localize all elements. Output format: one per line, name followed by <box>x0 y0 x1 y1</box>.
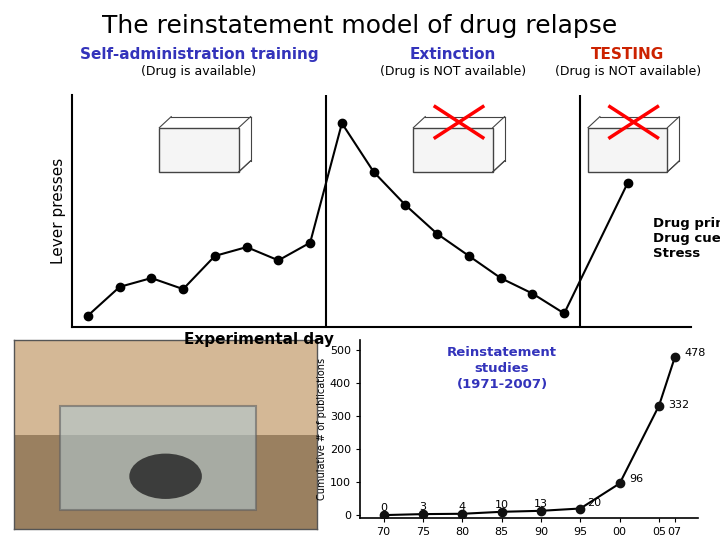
Text: 10: 10 <box>495 500 508 510</box>
Text: 3: 3 <box>420 502 426 512</box>
Y-axis label: Lever presses: Lever presses <box>51 158 66 264</box>
Text: 20: 20 <box>587 498 600 508</box>
Text: Extinction: Extinction <box>410 47 496 62</box>
Circle shape <box>130 454 202 499</box>
Text: Experimental day: Experimental day <box>184 332 334 347</box>
Y-axis label: Cumulative # of publications: Cumulative # of publications <box>317 358 327 501</box>
Bar <box>14 435 317 529</box>
Bar <box>159 127 239 172</box>
Bar <box>14 340 317 435</box>
Text: (Drug is available): (Drug is available) <box>141 65 256 78</box>
Text: The reinstatement model of drug relapse: The reinstatement model of drug relapse <box>102 14 618 37</box>
Text: TESTING: TESTING <box>591 47 665 62</box>
Bar <box>588 127 667 172</box>
Text: Drug priming
Drug cues
Stress: Drug priming Drug cues Stress <box>653 217 720 260</box>
Text: (Drug is NOT available): (Drug is NOT available) <box>380 65 526 78</box>
Text: 96: 96 <box>629 474 643 484</box>
Bar <box>60 406 256 510</box>
Text: Reinstatement
studies
(1971-2007): Reinstatement studies (1971-2007) <box>447 346 557 390</box>
Bar <box>413 127 492 172</box>
Text: 478: 478 <box>684 348 706 357</box>
Text: (Drug is NOT available): (Drug is NOT available) <box>554 65 701 78</box>
Text: 4: 4 <box>459 502 466 512</box>
Text: 0: 0 <box>380 503 387 513</box>
Text: Self-administration training: Self-administration training <box>80 47 318 62</box>
Text: 332: 332 <box>668 400 690 410</box>
Text: 13: 13 <box>534 499 548 509</box>
